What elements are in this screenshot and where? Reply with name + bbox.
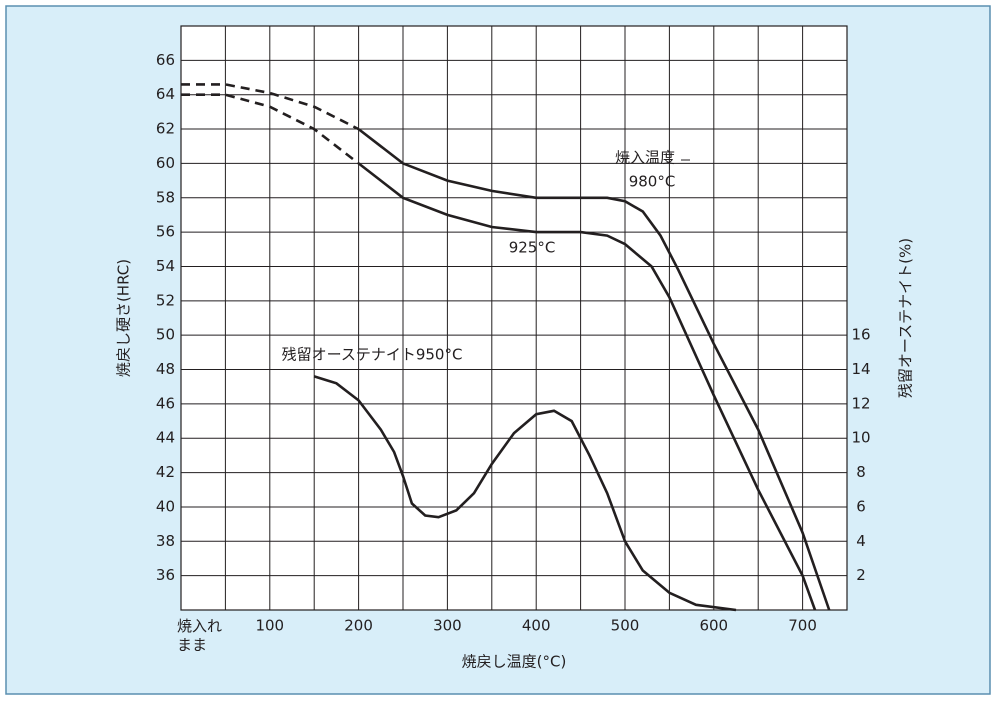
y2-tick-label: 14 <box>851 360 870 378</box>
y-tick-label: 60 <box>156 154 175 172</box>
line-dashed <box>181 83 360 131</box>
y2-tick-label: 16 <box>851 326 870 344</box>
x-tick-label: 300 <box>433 617 462 635</box>
y-tick-label: 54 <box>156 257 175 275</box>
series-label: 残留オーステナイト950°C <box>282 346 463 364</box>
y-tick-label: 44 <box>156 429 175 447</box>
line-dashed <box>181 93 360 165</box>
y-tick-label: 56 <box>156 223 175 241</box>
line <box>313 375 737 612</box>
y-tick-label: 66 <box>156 51 175 69</box>
y2-axis-label: 残留オーステナイト(%) <box>897 238 915 398</box>
x-tick-label: 600 <box>699 617 728 635</box>
y2-tick-label: 6 <box>856 497 866 515</box>
x-tick-label: 焼入れまま <box>177 617 222 654</box>
y2-tick-label: 4 <box>856 532 866 550</box>
y-tick-label: 62 <box>156 120 175 138</box>
series-label: 925°C <box>509 239 556 257</box>
x-tick-label: 500 <box>611 617 640 635</box>
y-tick-label: 38 <box>156 532 175 550</box>
x-axis-label: 焼戻し温度(°C) <box>462 653 567 671</box>
x-tick-label: 700 <box>788 617 817 635</box>
y-tick-label: 40 <box>156 497 175 515</box>
y2-tick-label: 2 <box>856 566 866 584</box>
x-tick-label: 400 <box>522 617 551 635</box>
plot-area <box>180 25 848 611</box>
y-tick-label: 52 <box>156 291 175 309</box>
y-tick-label: 50 <box>156 326 175 344</box>
y-tick-label: 46 <box>156 394 175 412</box>
y-tick-label: 42 <box>156 463 175 481</box>
y-tick-label: 64 <box>156 85 175 103</box>
y2-tick-label: 8 <box>856 463 866 481</box>
series-label: 980°C <box>629 173 676 191</box>
x-tick-label: 200 <box>344 617 373 635</box>
y2-tick-label: 10 <box>851 429 870 447</box>
y-tick-label: 36 <box>156 566 175 584</box>
x-tick-label: 100 <box>255 617 284 635</box>
line <box>357 162 817 611</box>
annotation: 焼入温度 <box>615 149 675 167</box>
y-tick-label: 58 <box>156 188 175 206</box>
y2-tick-label: 12 <box>851 394 870 412</box>
line <box>357 128 831 611</box>
y-tick-label: 48 <box>156 360 175 378</box>
y-axis-label: 焼戻し硬さ(HRC) <box>115 259 133 377</box>
